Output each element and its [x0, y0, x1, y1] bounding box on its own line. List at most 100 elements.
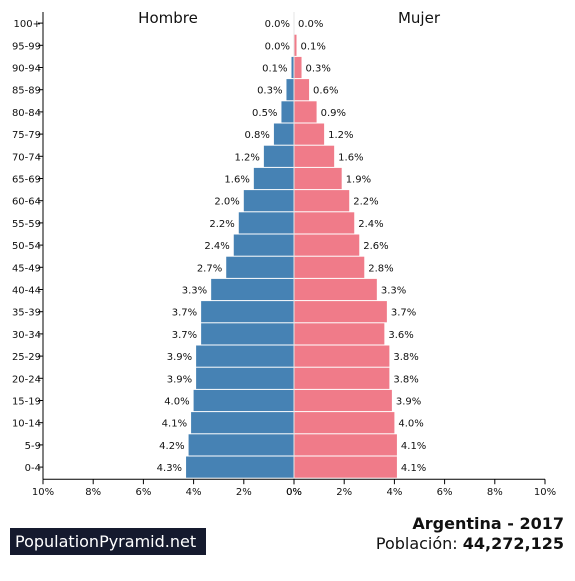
- female-value-label: 4.1%: [401, 441, 426, 452]
- age-group-label: 5-9: [25, 441, 41, 452]
- female-bar-5-9: [294, 434, 397, 456]
- male-value-label: 4.0%: [164, 397, 189, 408]
- age-group-label: 65-69: [12, 175, 41, 186]
- age-group-label: 100+: [14, 19, 41, 30]
- population-value: 44,272,125: [462, 534, 564, 553]
- male-value-label: 2.7%: [197, 263, 222, 274]
- male-value-label: 2.2%: [209, 219, 234, 230]
- female-bar-70-74: [294, 145, 335, 167]
- male-bar-25-29: [196, 345, 294, 367]
- female-value-label: 0.6%: [313, 86, 338, 97]
- male-value-label: 0.1%: [262, 64, 287, 75]
- age-group-label: 70-74: [12, 152, 41, 163]
- age-group-label: 85-89: [12, 86, 41, 97]
- male-bar-70-74: [263, 145, 294, 167]
- male-value-label: 2.4%: [204, 241, 229, 252]
- female-value-label: 1.2%: [328, 130, 353, 141]
- female-value-label: 3.7%: [391, 308, 416, 319]
- female-bar-10-14: [294, 412, 395, 434]
- male-bar-65-69: [253, 167, 294, 190]
- x-tick-label-right: 4%: [386, 487, 402, 498]
- age-group-label: 25-29: [12, 352, 41, 363]
- male-bar-35-39: [201, 301, 294, 323]
- male-bar-30-34: [201, 323, 294, 345]
- male-bar-80-84: [281, 101, 294, 123]
- brand-logo: PopulationPyramid.net: [10, 528, 206, 555]
- male-bar-20-24: [196, 367, 294, 389]
- axes: 100+ 95-99 90-94 85-89 80-84 75-79 70-74 65-69 6…: [12, 12, 556, 498]
- male-bar-50-54: [233, 234, 294, 256]
- country-year-title: Argentina - 2017: [412, 514, 564, 533]
- male-bar-45-49: [226, 256, 294, 278]
- age-group-label: 35-39: [12, 308, 41, 319]
- female-value-label: 2.2%: [353, 197, 378, 208]
- female-bar-50-54: [294, 234, 360, 256]
- female-bar-30-34: [294, 323, 385, 345]
- x-tick-label-left: 0%: [286, 487, 302, 498]
- age-group-label: 60-64: [12, 197, 41, 208]
- x-tick-label-left: 2%: [236, 487, 252, 498]
- x-tick-label-left: 10%: [32, 487, 54, 498]
- female-value-label: 3.6%: [388, 330, 413, 341]
- female-bar-40-44: [294, 278, 377, 301]
- age-group-label: 30-34: [12, 330, 41, 341]
- age-group-label: 20-24: [12, 374, 41, 385]
- x-tick-label-right: 0%: [286, 487, 302, 498]
- male-value-label: 3.3%: [182, 286, 207, 297]
- female-value-label: 1.6%: [338, 152, 363, 163]
- age-group-label: 40-44: [12, 286, 41, 297]
- x-tick-label-right: 10%: [534, 487, 556, 498]
- female-value-label: 0.3%: [306, 64, 331, 75]
- age-group-label: 10-14: [12, 419, 41, 430]
- x-tick-label-right: 8%: [487, 487, 503, 498]
- female-value-label: 3.8%: [393, 352, 418, 363]
- male-value-label: 0.5%: [252, 108, 277, 119]
- female-bar-60-64: [294, 190, 350, 212]
- female-bar-55-59: [294, 212, 355, 234]
- female-bar-85-89: [294, 79, 310, 101]
- male-value-label: 4.3%: [157, 463, 182, 474]
- male-bar-75-79: [273, 123, 294, 145]
- female-bar-95-99: [294, 34, 297, 56]
- female-bar-65-69: [294, 167, 342, 190]
- male-bars: 0.0% 0.0% 0.1% 0.3% 0.5% 0.8% 1.2% 1.6% 2.0% 2.2%…: [157, 19, 294, 478]
- male-bar-0-4: [186, 456, 294, 478]
- female-bar-15-19: [294, 389, 392, 412]
- female-value-label: 0.9%: [321, 108, 346, 119]
- age-group-label: 0-4: [25, 463, 41, 474]
- female-value-label: 4.1%: [401, 463, 426, 474]
- male-value-label: 0.3%: [257, 86, 282, 97]
- female-value-label: 3.3%: [381, 286, 406, 297]
- male-value-label: 4.2%: [159, 441, 184, 452]
- age-group-label: 15-19: [12, 397, 41, 408]
- male-value-label: 2.0%: [214, 197, 239, 208]
- male-value-label: 1.2%: [234, 152, 259, 163]
- female-bar-80-84: [294, 101, 317, 123]
- male-value-label: 0.8%: [245, 130, 270, 141]
- male-value-label: 4.1%: [162, 419, 187, 430]
- age-group-label: 75-79: [12, 130, 41, 141]
- female-value-label: 3.9%: [396, 397, 421, 408]
- population-pyramid-chart: 0.0% 0.0% 0.1% 0.3% 0.5% 0.8% 1.2% 1.6% 2.0% 2.2%…: [12, 9, 556, 498]
- male-bar-55-59: [238, 212, 294, 234]
- female-value-label: 2.6%: [363, 241, 388, 252]
- male-value-label: 3.9%: [167, 374, 192, 385]
- male-bar-15-19: [193, 389, 294, 412]
- male-bar-40-44: [211, 278, 294, 301]
- x-tick-label-left: 6%: [135, 487, 151, 498]
- female-value-label: 1.9%: [346, 175, 371, 186]
- male-value-label: 1.6%: [224, 175, 249, 186]
- population-label: Población:: [375, 534, 463, 553]
- x-tick-label-right: 6%: [437, 487, 453, 498]
- legend-female-label: Mujer: [398, 9, 441, 27]
- male-value-label: 3.9%: [167, 352, 192, 363]
- age-group-label: 90-94: [12, 64, 41, 75]
- male-value-label: 3.7%: [172, 330, 197, 341]
- population-total: Población: 44,272,125: [376, 534, 564, 553]
- female-value-label: 0.1%: [301, 41, 326, 52]
- male-bar-90-94: [291, 56, 294, 79]
- age-group-label: 55-59: [12, 219, 41, 230]
- x-tick-label-right: 2%: [336, 487, 352, 498]
- age-group-label: 45-49: [12, 263, 41, 274]
- female-bar-45-49: [294, 256, 365, 278]
